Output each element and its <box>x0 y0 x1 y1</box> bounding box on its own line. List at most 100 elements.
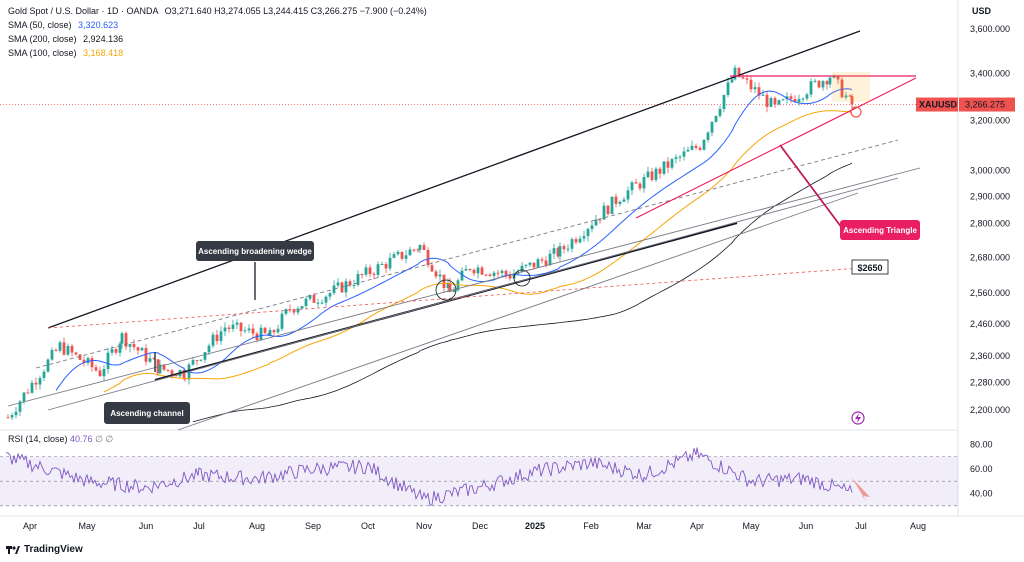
candle-body <box>207 345 211 353</box>
candle-body <box>215 334 219 342</box>
sma200-line[interactable] <box>192 162 853 423</box>
candle-body <box>312 295 316 303</box>
candle-body <box>662 161 666 174</box>
candle-body <box>813 80 817 82</box>
sma100-legend[interactable]: SMA (100, close) 3,168.418 <box>8 46 427 60</box>
triangle-label[interactable]: Ascending Triangle <box>843 226 917 235</box>
month-label: Jul <box>855 521 867 531</box>
triangle-label-bg <box>840 220 920 240</box>
highlight-zone <box>832 72 870 102</box>
candle-body <box>412 249 416 251</box>
candle-body <box>520 265 524 272</box>
channel-label[interactable]: Ascending channel <box>110 409 183 418</box>
level-label-bg <box>851 259 889 275</box>
candle-body <box>468 268 472 270</box>
sma100-line[interactable] <box>103 110 853 393</box>
candle-body <box>272 330 276 333</box>
candle-body <box>239 322 243 332</box>
rsi-pane[interactable]: RSI (14, close) 40.76 ∅ ∅ <box>0 434 958 507</box>
candle-body <box>508 274 512 279</box>
candle-body <box>614 196 618 204</box>
candle-body <box>166 369 170 371</box>
candle-body <box>70 345 74 353</box>
price-tick-label: 2,200.000 <box>970 405 1010 415</box>
candle-body <box>452 290 456 292</box>
candle-body <box>745 78 749 80</box>
channel-mid-dashed[interactable] <box>35 139 899 369</box>
price-pane[interactable] <box>0 0 1024 517</box>
candle-body <box>789 96 793 100</box>
rsi-line[interactable] <box>5 447 853 506</box>
low-highlight-circle <box>435 279 457 301</box>
candle-body <box>805 94 809 99</box>
wedge-upper-line[interactable] <box>47 30 861 329</box>
month-label: Aug <box>249 521 265 531</box>
price-tick-label: 3,600.000 <box>970 24 1010 34</box>
price-tick-label: 3,000.000 <box>970 165 1010 175</box>
candle-body <box>203 352 207 360</box>
channel-line-mid[interactable] <box>47 177 899 411</box>
candle-body <box>492 272 496 277</box>
candle-body <box>54 349 58 351</box>
symbol-title[interactable]: Gold Spot / U.S. Dollar · 1D · OANDA <box>8 6 159 16</box>
candle-body <box>844 95 848 98</box>
time-axis[interactable]: Apr May Jun Jul Aug Sep Oct Nov Dec 2025 Feb Mar Apr… <box>23 521 926 531</box>
candle-body <box>316 302 320 304</box>
sma200-legend[interactable]: SMA (200, close) 2,924.136 <box>8 32 427 46</box>
candle-body <box>582 236 586 239</box>
tradingview-brand[interactable]: TradingView <box>6 544 83 555</box>
candle-body <box>797 99 801 102</box>
candle-body <box>828 77 832 85</box>
triangle-bottom-line[interactable] <box>635 77 917 219</box>
rsi-legend[interactable]: RSI (14, close) 40.76 ∅ ∅ <box>8 434 113 444</box>
candle-body <box>590 225 594 229</box>
candle-body <box>223 327 227 332</box>
currency-label[interactable]: USD <box>972 6 992 16</box>
ohlc-values: O3,271.640 H3,274.055 L3,244.415 C3,266.… <box>164 6 427 16</box>
candle-body <box>86 358 90 364</box>
channel-label-bg <box>104 402 190 424</box>
candle-body <box>148 358 152 362</box>
channel-line-lower[interactable] <box>177 192 859 431</box>
candle-body <box>231 324 235 329</box>
candle-body <box>211 334 215 346</box>
candle-body <box>670 158 674 168</box>
rsi-tick-label: 80.00 <box>970 439 993 449</box>
candle-body <box>360 274 364 276</box>
flash-alert-icon[interactable] <box>851 411 865 425</box>
channel-line-upper[interactable] <box>7 167 921 407</box>
candle-body <box>26 392 30 394</box>
candle-body <box>722 95 726 109</box>
candle-body <box>430 265 434 272</box>
candle-body <box>426 249 430 266</box>
candle-body <box>574 239 578 243</box>
candle-body <box>384 263 388 269</box>
candles <box>6 64 854 421</box>
candle-body <box>753 87 757 90</box>
candle-body <box>284 309 288 314</box>
price-tick-label: 2,280.000 <box>970 378 1010 388</box>
candle-body <box>840 79 844 98</box>
month-label: May <box>78 521 96 531</box>
level-label[interactable]: $2650 <box>857 263 882 273</box>
candle-body <box>682 151 686 157</box>
month-label: Sep <box>305 521 321 531</box>
sma50-line[interactable] <box>55 88 853 391</box>
candle-body <box>666 161 670 168</box>
symbol-row[interactable]: Gold Spot / U.S. Dollar · 1D · OANDA O3,… <box>8 4 427 18</box>
price-tick-label: 2,460.000 <box>970 319 1010 329</box>
candle-body <box>448 282 452 292</box>
price-tick-label: 3,400.000 <box>970 68 1010 78</box>
sma50-legend[interactable]: SMA (50, close) 3,320.623 <box>8 18 427 32</box>
candle-body <box>219 331 223 342</box>
candle-body <box>6 417 10 419</box>
triangle-pointer[interactable] <box>779 144 843 229</box>
candle-body <box>106 352 110 370</box>
support-dashed-2650[interactable] <box>47 267 861 329</box>
price-axis[interactable]: 3,600.000 3,400.000 3,200.000 3,000.000 2,90… <box>916 6 1015 499</box>
wedge-label[interactable]: Ascending broadening wedge <box>198 247 312 256</box>
candle-body <box>195 360 199 362</box>
candle-body <box>434 271 438 277</box>
candle-body <box>781 99 785 101</box>
